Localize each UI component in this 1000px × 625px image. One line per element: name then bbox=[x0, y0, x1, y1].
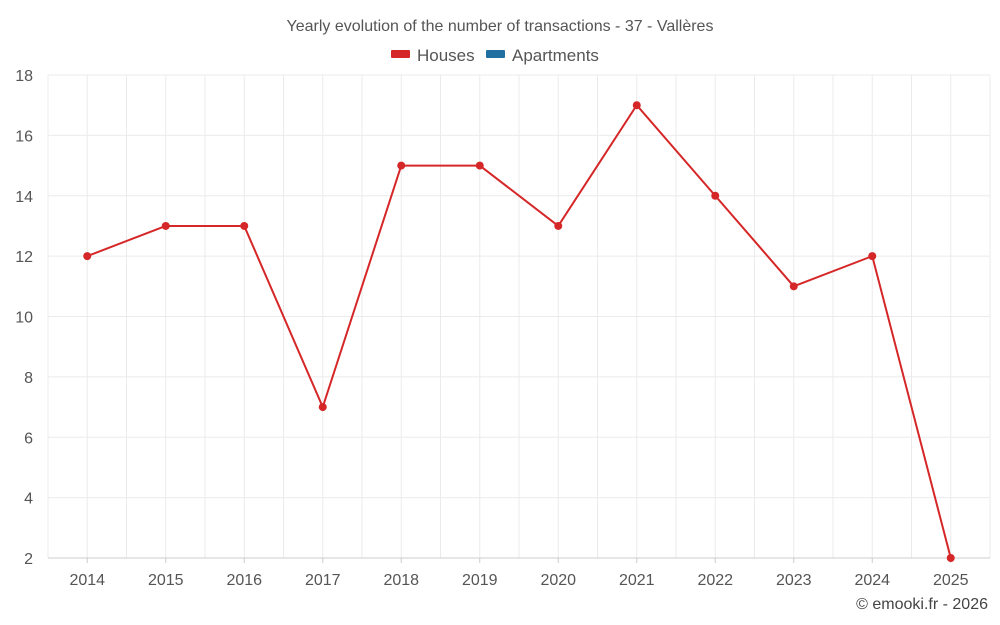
y-tick-label: 2 bbox=[24, 551, 33, 568]
y-tick-label: 4 bbox=[24, 491, 33, 508]
x-tick-label: 2023 bbox=[776, 572, 812, 589]
data-point-houses-2018[interactable] bbox=[397, 161, 406, 170]
axes bbox=[48, 557, 990, 563]
x-tick-label: 2014 bbox=[69, 572, 105, 589]
y-tick-label: 12 bbox=[15, 249, 33, 266]
x-tick-label: 2015 bbox=[148, 572, 184, 589]
x-tick-label: 2025 bbox=[933, 572, 969, 589]
y-tick-label: 14 bbox=[15, 189, 33, 206]
credit-text: © emooki.fr - 2026 bbox=[856, 596, 988, 613]
data-point-houses-2020[interactable] bbox=[554, 221, 563, 230]
x-tick-label: 2022 bbox=[697, 572, 733, 589]
chart-title: Yearly evolution of the number of transa… bbox=[287, 18, 714, 35]
legend-swatch-houses bbox=[391, 50, 410, 58]
x-tick-label: 2017 bbox=[305, 572, 341, 589]
x-tick-label: 2024 bbox=[854, 572, 890, 589]
data-point-houses-2025[interactable] bbox=[946, 554, 955, 562]
x-tick-label: 2018 bbox=[383, 572, 419, 589]
y-tick-label: 6 bbox=[24, 430, 33, 447]
x-tick-label: 2020 bbox=[540, 572, 576, 589]
data-point-houses-2024[interactable] bbox=[868, 252, 877, 261]
data-point-houses-2022[interactable] bbox=[711, 191, 720, 200]
y-tick-label: 8 bbox=[24, 370, 33, 387]
legend-label-apartments[interactable]: Apartments bbox=[512, 46, 599, 65]
x-tick-label: 2016 bbox=[226, 572, 262, 589]
x-tick-label: 2019 bbox=[462, 572, 498, 589]
data-point-houses-2021[interactable] bbox=[632, 101, 641, 110]
series-houses bbox=[83, 101, 955, 562]
y-tick-label: 18 bbox=[15, 68, 33, 85]
y-tick-label: 16 bbox=[15, 128, 33, 145]
x-axis-tick-labels: 2014 2015 2016 2017 2018 2019 2020 2021 2022 2023… bbox=[69, 572, 968, 589]
data-point-houses-2015[interactable] bbox=[161, 221, 170, 230]
y-axis-tick-labels: 18 16 14 12 10 8 6 4 2 bbox=[15, 68, 33, 568]
data-point-houses-2017[interactable] bbox=[318, 403, 327, 412]
data-point-houses-2023[interactable] bbox=[789, 282, 798, 291]
grid bbox=[47, 74, 991, 558]
x-tick-label: 2021 bbox=[619, 572, 655, 589]
data-point-houses-2019[interactable] bbox=[475, 161, 484, 170]
legend-label-houses[interactable]: Houses bbox=[417, 46, 475, 65]
data-point-houses-2014[interactable] bbox=[83, 252, 92, 261]
legend: Houses Apartments bbox=[391, 46, 599, 65]
legend-swatch-apartments bbox=[486, 50, 505, 58]
series-line-houses bbox=[86, 104, 952, 559]
y-tick-label: 10 bbox=[15, 310, 33, 327]
data-point-houses-2016[interactable] bbox=[240, 221, 249, 230]
